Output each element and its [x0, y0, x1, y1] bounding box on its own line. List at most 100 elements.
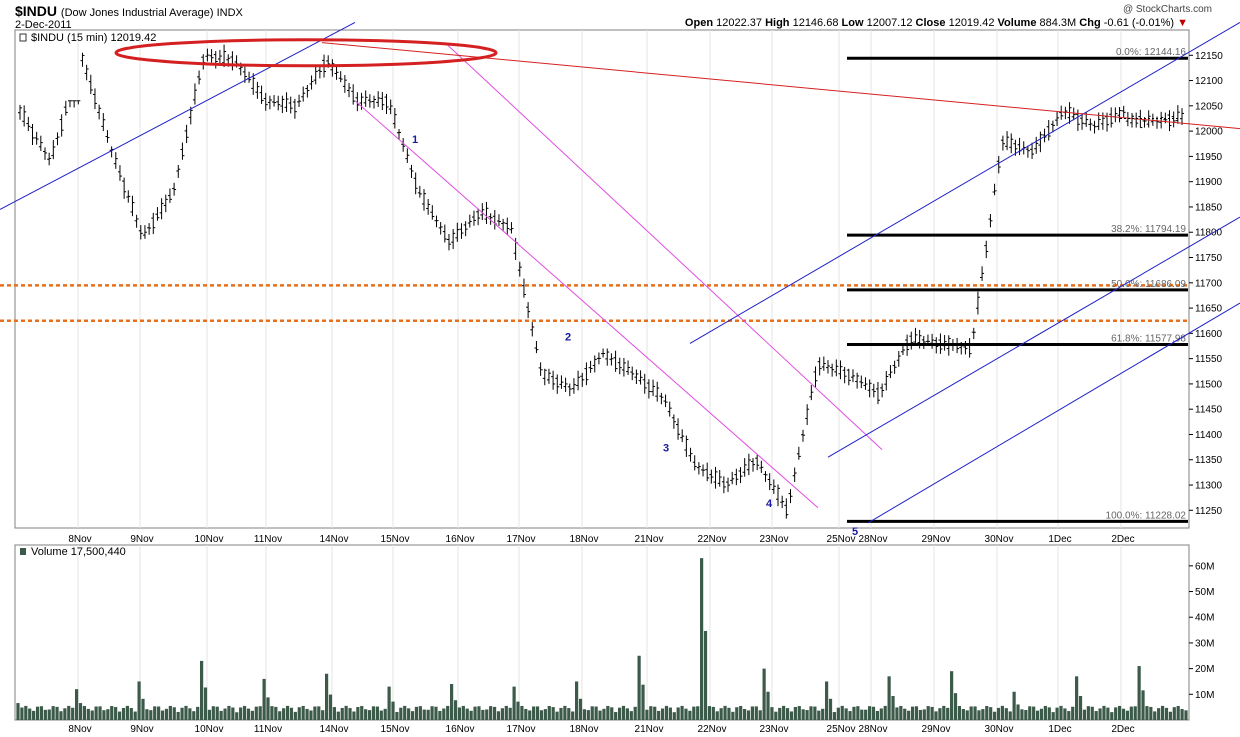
volume-bar: [907, 710, 911, 720]
volume-bar: [274, 706, 278, 720]
volume-bar: [24, 705, 28, 720]
price-y-tick-label: 11650: [1195, 304, 1223, 315]
volume-bar: [1110, 712, 1114, 720]
top-highlight-ellipse: [114, 38, 498, 68]
volume-bar: [418, 706, 422, 720]
volume-bar: [414, 706, 419, 720]
volume-bar: [149, 710, 153, 720]
volume-bar: [176, 711, 180, 720]
volume-bar: [1075, 676, 1079, 720]
volume-bar: [852, 706, 856, 720]
volume-bar: [262, 678, 266, 720]
volume-bar: [86, 708, 90, 720]
volume-bar: [239, 707, 243, 720]
volume-bar: [836, 707, 840, 720]
open-value: 12022.37: [716, 17, 762, 29]
high-value: 12146.68: [792, 17, 839, 29]
price-panel: 8Nov 9Nov 10Nov 11Nov 14Nov 15Nov 16Nov 17Nov 18…: [14, 29, 1223, 545]
uptrend-line-left: [0, 21, 356, 210]
volume-bar: [1047, 707, 1051, 720]
volume-bar: [657, 710, 661, 720]
volume-x-tick-label: 28Nov: [859, 724, 888, 735]
volume-bar: [992, 711, 997, 720]
price-x-tick-label: 10Nov: [195, 534, 224, 545]
volume-bar: [989, 707, 993, 720]
volume-bar: [203, 687, 208, 720]
volume-bar: [789, 711, 794, 720]
volume-bar: [360, 706, 364, 720]
volume-bar: [680, 705, 684, 720]
price-panel-frame: [14, 29, 1190, 529]
price-x-tick-label: 8Nov: [68, 534, 91, 545]
volume-bar: [141, 698, 145, 720]
volume-bar: [395, 711, 399, 720]
volume-bar: [559, 707, 563, 720]
volume-bar: [1094, 711, 1098, 720]
volume-bar: [199, 660, 204, 720]
price-x-tick-label: 30Nov: [985, 534, 1014, 545]
volume-bar: [590, 706, 594, 720]
volume-bar: [258, 706, 262, 720]
volume-x-tick-label: 18Nov: [570, 724, 599, 735]
volume-bar: [856, 706, 860, 720]
volume-bar: [98, 706, 102, 720]
volume-bar: [1039, 708, 1044, 720]
volume-bar: [1004, 708, 1008, 720]
volume-bar: [625, 708, 629, 720]
volume-bar: [297, 707, 301, 720]
volume-bar: [422, 709, 426, 720]
volume-bar: [766, 691, 770, 720]
price-x-tick-label: 2Dec: [1111, 534, 1134, 545]
volume-x-tick-label: 17Nov: [507, 724, 536, 735]
volume-x-tick-label: 1Dec: [1048, 724, 1071, 735]
price-x-tick-label: 18Nov: [570, 534, 599, 545]
price-x-tick-label: 9Nov: [130, 534, 153, 545]
fibonacci-label: 100.0%: 11228.02: [1106, 510, 1187, 521]
volume-bar: [539, 710, 544, 720]
volume-bar: [110, 706, 114, 720]
volume-bar: [606, 705, 610, 720]
volume-bar: [617, 707, 622, 720]
fibonacci-label: 50.0%: 11686.09: [1111, 279, 1186, 290]
volume-bar: [930, 706, 934, 720]
volume-bar: [918, 709, 922, 720]
volume-bar: [227, 705, 231, 720]
volume-bar: [961, 709, 965, 720]
volume-bar: [727, 707, 731, 720]
high-label: High: [765, 17, 790, 29]
volume-bar: [711, 706, 715, 720]
close-value: 12019.42: [948, 17, 995, 29]
volume-bar: [1028, 706, 1032, 720]
volume-bar: [1078, 695, 1083, 720]
volume-bar: [754, 706, 758, 720]
volume-y-tick-label: 40M: [1195, 613, 1214, 624]
volume-x-tick-label: 11Nov: [254, 724, 282, 735]
volume-bar: [535, 706, 540, 720]
volume-bar: [957, 705, 962, 720]
volume-bar: [223, 708, 227, 720]
price-y-tick-label: 12050: [1195, 101, 1223, 112]
volume-bar: [903, 708, 907, 720]
volume-bar: [250, 710, 254, 720]
volume-bar: [520, 705, 524, 720]
volume-bar: [20, 707, 24, 720]
volume-bar: [969, 706, 973, 720]
volume-bar: [1016, 704, 1020, 720]
volume-bar: [645, 709, 649, 720]
volume-bar: [614, 712, 618, 720]
volume-bar: [489, 706, 493, 720]
price-y-tick-label: 11500: [1195, 379, 1223, 390]
volume-bar: [1106, 707, 1110, 720]
price-y-tick-label: 11700: [1195, 278, 1223, 289]
volume-bar: [688, 710, 692, 720]
volume-bar: [977, 710, 981, 720]
price-x-tick-label: 15Nov: [381, 534, 410, 545]
price-y-tick-label: 11450: [1195, 405, 1223, 416]
volume-bar: [35, 706, 40, 720]
volume-bar: [336, 711, 340, 720]
volume-bar: [364, 709, 368, 720]
volume-bar: [700, 558, 704, 720]
symbol-text: $INDU: [15, 3, 58, 19]
volume-bar: [828, 698, 833, 720]
volume-value: 884.3M: [1039, 17, 1077, 29]
